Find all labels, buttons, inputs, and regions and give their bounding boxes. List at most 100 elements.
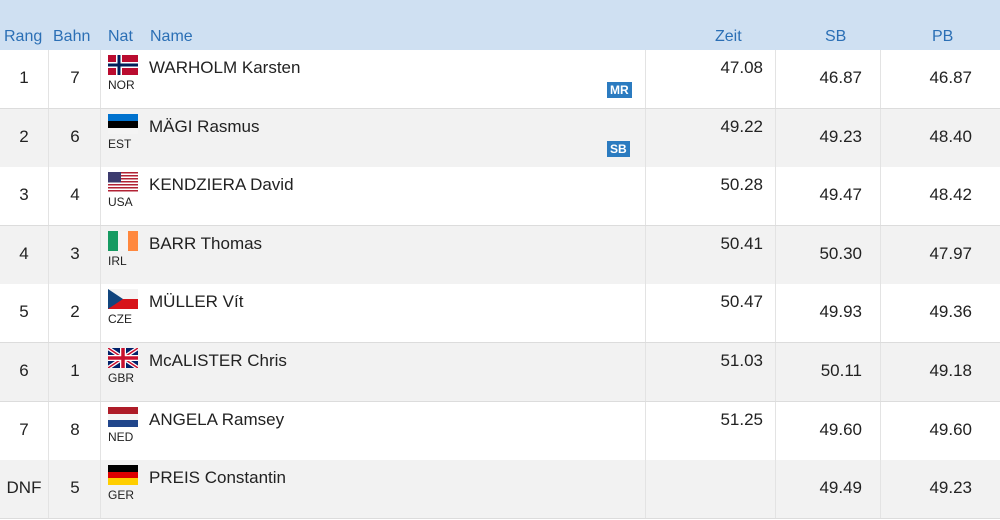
athlete-name: MÄGI Rasmus (149, 116, 260, 136)
nat-code: CZE (108, 312, 132, 327)
column-divider (100, 167, 101, 226)
athlete-name: WARHOLM Karsten (149, 58, 301, 77)
column-divider (880, 401, 881, 460)
column-divider (880, 460, 881, 519)
column-divider (880, 225, 881, 284)
column-divider (775, 343, 776, 401)
column-divider (645, 401, 646, 460)
lane: 2 (70, 302, 80, 322)
result-row (0, 108, 1000, 168)
header-time[interactable]: Zeit (715, 28, 742, 45)
flag-graphic (108, 465, 138, 486)
season-best: 49.49 (819, 478, 862, 498)
column-divider (775, 225, 776, 284)
flag-graphic (108, 113, 138, 134)
lane: 6 (70, 126, 80, 146)
rank: 5 (19, 302, 29, 322)
flag (108, 289, 138, 310)
result-row (0, 50, 1000, 109)
column-divider (775, 284, 776, 343)
season-best: 49.60 (819, 419, 862, 439)
column-divider (48, 50, 49, 108)
column-divider (775, 167, 776, 226)
lane: 4 (70, 185, 80, 205)
column-divider (645, 460, 646, 519)
athlete-name: KENDZIERA David (149, 175, 294, 195)
column-divider (645, 225, 646, 284)
flag-graphic (106, 346, 140, 370)
column-divider (775, 401, 776, 460)
personal-best: 48.42 (929, 185, 972, 205)
personal-best: 49.36 (929, 302, 972, 322)
time: 49.22 (720, 116, 763, 136)
flag-graphic (108, 172, 138, 193)
nat-code: IRL (108, 253, 127, 268)
rank: 4 (19, 243, 29, 263)
column-divider (880, 50, 881, 108)
lane: 7 (70, 68, 80, 87)
lane: 3 (70, 243, 80, 263)
column-divider (645, 167, 646, 226)
nat-code: NED (108, 429, 134, 444)
column-divider (775, 50, 776, 108)
flag (108, 113, 138, 134)
column-divider (880, 108, 881, 167)
column-divider (645, 108, 646, 167)
personal-best: 49.18 (929, 361, 972, 380)
rank: 6 (19, 361, 29, 380)
season-best: 50.30 (819, 243, 862, 263)
lane: 1 (70, 361, 80, 380)
flag (108, 55, 138, 75)
column-divider (645, 50, 646, 108)
result-row (0, 460, 1000, 520)
column-divider (48, 343, 49, 401)
rank: 1 (19, 68, 29, 87)
time: 50.41 (720, 233, 763, 253)
lane: 8 (70, 419, 80, 439)
header-nat[interactable]: Nat (108, 28, 133, 45)
personal-best: 48.40 (929, 126, 972, 146)
result-row (0, 284, 1000, 344)
header-rank[interactable]: Rang (4, 28, 43, 45)
column-divider (48, 284, 49, 343)
column-divider (100, 225, 101, 284)
rank: 7 (19, 419, 29, 439)
athlete-name: McALISTER Chris (149, 351, 287, 370)
column-divider (775, 108, 776, 167)
flag-graphic (108, 55, 138, 75)
column-divider (100, 460, 101, 519)
nat-code: USA (108, 195, 133, 210)
time: 50.28 (720, 175, 763, 195)
result-row (0, 167, 1000, 227)
flag (108, 406, 138, 427)
column-divider (48, 167, 49, 226)
rank: 3 (19, 185, 29, 205)
personal-best: 47.97 (929, 243, 972, 263)
column-divider (100, 50, 101, 108)
header-name[interactable]: Name (150, 28, 193, 45)
season-best: 50.11 (820, 361, 862, 380)
season-best: 49.93 (819, 302, 862, 322)
nat-code: NOR (108, 78, 135, 92)
rank: 2 (19, 126, 29, 146)
time: 50.47 (720, 292, 763, 312)
header-row (0, 26, 1000, 50)
flag (108, 172, 138, 193)
record-badge: SB (607, 140, 630, 157)
season-best: 49.23 (819, 126, 862, 146)
top-band (0, 0, 1000, 26)
column-divider (645, 343, 646, 401)
result-row (0, 225, 1000, 285)
column-divider (880, 167, 881, 226)
header-lane[interactable]: Bahn (53, 28, 91, 45)
column-divider (775, 460, 776, 519)
column-divider (48, 225, 49, 284)
column-divider (645, 284, 646, 343)
nat-code: GBR (108, 371, 135, 385)
header-sb[interactable]: SB (825, 28, 847, 45)
header-pb[interactable]: PB (932, 28, 954, 45)
column-divider (48, 108, 49, 167)
time: 51.03 (720, 351, 763, 370)
result-row (0, 343, 1000, 402)
